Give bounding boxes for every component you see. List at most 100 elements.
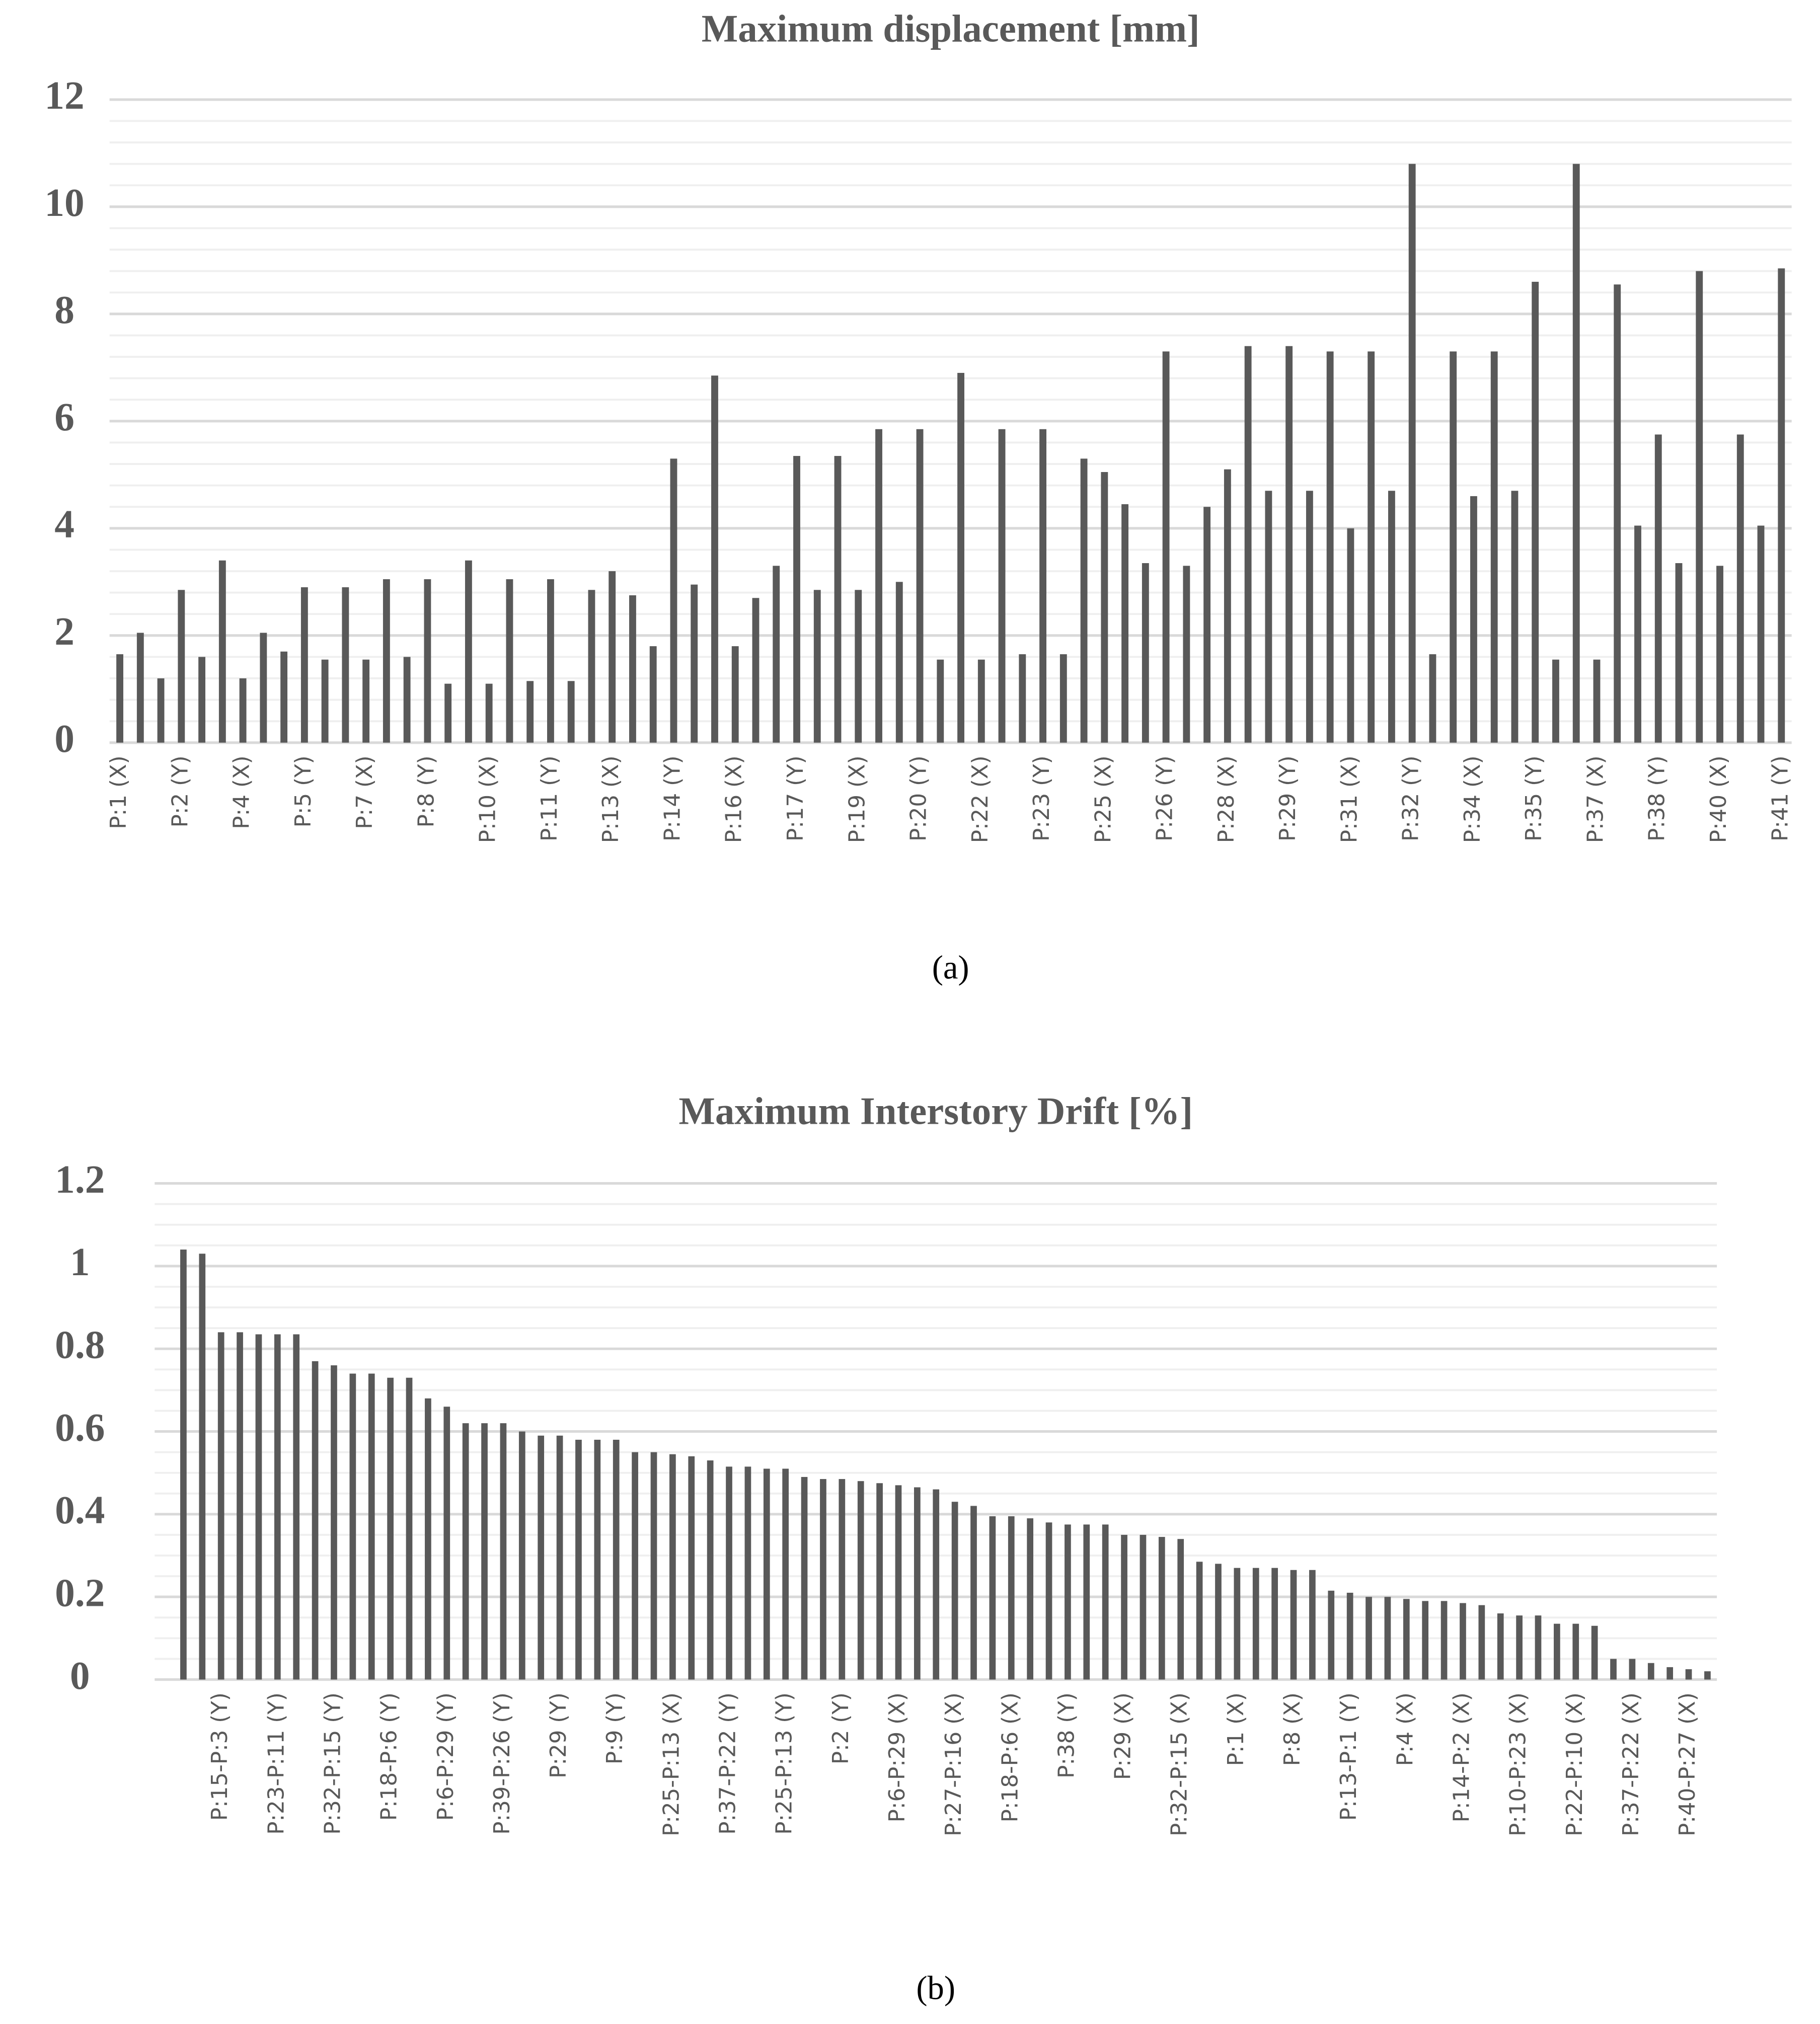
bar bbox=[707, 1460, 714, 1680]
bar bbox=[875, 429, 882, 743]
x-tick-label: P:22-P:10 (X) bbox=[1562, 1692, 1587, 1836]
x-tick-label: P:32-P:15 (Y) bbox=[320, 1692, 345, 1835]
bar bbox=[260, 633, 267, 743]
x-tick-label: P:40-P:27 (X) bbox=[1675, 1692, 1700, 1836]
bar bbox=[342, 587, 349, 743]
x-tick-label: P:22 (X) bbox=[968, 755, 993, 843]
bar bbox=[613, 1440, 620, 1680]
bar bbox=[1142, 563, 1149, 743]
bar bbox=[1326, 351, 1334, 743]
x-tick-label: P:14 (Y) bbox=[660, 755, 685, 841]
bar bbox=[876, 1483, 883, 1680]
bar bbox=[895, 1485, 902, 1680]
x-tick-label: P:4 (X) bbox=[230, 755, 255, 829]
bar bbox=[1408, 164, 1416, 743]
x-tick-label: P:38 (Y) bbox=[1645, 755, 1670, 841]
bar bbox=[933, 1489, 940, 1680]
bar bbox=[649, 646, 657, 743]
x-tick-label: P:2 (Y) bbox=[168, 755, 193, 827]
bar bbox=[1440, 1601, 1448, 1680]
bar bbox=[274, 1334, 281, 1680]
x-tick-label: P:4 (X) bbox=[1393, 1692, 1418, 1766]
bar bbox=[403, 657, 411, 743]
bar bbox=[1265, 491, 1272, 743]
bar bbox=[801, 1476, 808, 1680]
bar bbox=[1162, 351, 1170, 743]
bar bbox=[462, 1423, 469, 1680]
x-tick-label: P:23 (Y) bbox=[1029, 755, 1054, 841]
bar bbox=[669, 1454, 676, 1680]
bar bbox=[782, 1468, 789, 1680]
bar bbox=[1215, 1564, 1222, 1680]
bar bbox=[1666, 1667, 1674, 1680]
bar bbox=[813, 590, 821, 743]
bar bbox=[1629, 1659, 1636, 1680]
bar bbox=[481, 1423, 488, 1680]
x-tick-label: P:5 (Y) bbox=[291, 755, 316, 827]
bar bbox=[217, 1332, 224, 1680]
bar bbox=[1309, 1570, 1316, 1680]
bar bbox=[1593, 659, 1601, 743]
bar bbox=[1177, 1539, 1184, 1680]
bar bbox=[1045, 1522, 1052, 1680]
bar bbox=[1685, 1669, 1692, 1680]
bar bbox=[424, 579, 431, 743]
bar bbox=[594, 1440, 601, 1680]
x-tick-label: P:31 (X) bbox=[1337, 755, 1362, 843]
x-tick-label: P:8 (Y) bbox=[414, 755, 439, 827]
bar bbox=[1027, 1518, 1034, 1680]
bar bbox=[116, 654, 123, 743]
x-tick-label: P:23-P:11 (Y) bbox=[264, 1692, 289, 1835]
bar bbox=[1203, 507, 1211, 743]
x-tick-label: P:16 (X) bbox=[722, 755, 747, 843]
bar bbox=[1368, 351, 1375, 743]
bar bbox=[763, 1468, 770, 1680]
bar bbox=[1059, 654, 1067, 743]
bar bbox=[977, 659, 985, 743]
bar bbox=[443, 1407, 450, 1680]
x-tick-label: P:40 (X) bbox=[1706, 755, 1731, 843]
bar bbox=[1183, 566, 1190, 743]
bar bbox=[1675, 563, 1683, 743]
bar bbox=[1008, 1516, 1015, 1680]
bar bbox=[239, 678, 247, 743]
bar bbox=[1591, 1625, 1598, 1680]
chart-title: Maximum Interstory Drift [%] bbox=[678, 1089, 1193, 1132]
x-tick-label: P:18-P:6 (Y) bbox=[377, 1692, 402, 1821]
bar bbox=[1757, 525, 1765, 743]
x-tick-label: P:25-P:13 (Y) bbox=[772, 1692, 797, 1835]
bar bbox=[609, 571, 616, 743]
bar bbox=[567, 681, 575, 743]
bar bbox=[731, 646, 739, 743]
x-tick-label: P:19 (X) bbox=[845, 755, 870, 843]
bar bbox=[1704, 1671, 1711, 1680]
bar bbox=[1234, 1568, 1241, 1680]
bar bbox=[916, 429, 924, 743]
bar bbox=[1121, 1534, 1127, 1680]
bar bbox=[387, 1377, 394, 1680]
x-tick-label: P:29 (Y) bbox=[546, 1692, 571, 1778]
x-tick-label: P:1 (X) bbox=[106, 755, 131, 829]
caption: (a) bbox=[932, 949, 969, 986]
x-tick-label: P:18-P:6 (X) bbox=[998, 1692, 1023, 1822]
y-tick-label: 10 bbox=[44, 181, 84, 225]
y-tick-label: 0.2 bbox=[55, 1571, 105, 1615]
bar bbox=[1140, 1534, 1147, 1680]
bar bbox=[465, 560, 472, 743]
bar bbox=[914, 1487, 921, 1680]
y-tick-label: 0.4 bbox=[55, 1488, 105, 1532]
bar bbox=[1516, 1615, 1523, 1680]
bar bbox=[1654, 434, 1662, 743]
bar bbox=[773, 566, 780, 743]
bar bbox=[1532, 281, 1539, 743]
bar bbox=[575, 1440, 582, 1680]
bar bbox=[1497, 1613, 1504, 1680]
bar bbox=[998, 429, 1006, 743]
bar bbox=[136, 633, 144, 743]
bar bbox=[1647, 1663, 1654, 1680]
bar bbox=[1121, 504, 1129, 743]
bar bbox=[1306, 491, 1313, 743]
x-tick-label: P:11 (Y) bbox=[537, 755, 562, 841]
bar bbox=[1347, 528, 1354, 743]
bar bbox=[321, 659, 329, 743]
